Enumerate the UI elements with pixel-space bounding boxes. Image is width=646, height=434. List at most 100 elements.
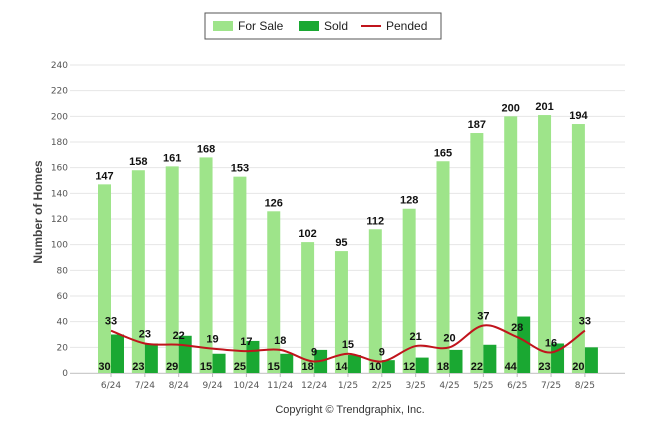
pended-value-label: 28 xyxy=(511,322,523,334)
for-sale-value-label: 102 xyxy=(298,228,316,240)
for-sale-bar xyxy=(538,115,552,374)
for-sale-value-label: 161 xyxy=(163,152,181,164)
y-tick-label: 240 xyxy=(51,61,68,71)
x-axis: 6/24 7/24 8/24 9/24 10/24 11/24 12/24 1/25 2/25 3… xyxy=(70,373,625,391)
y-axis-title: Number of Homes xyxy=(31,160,45,264)
for-sale-value-label: 200 xyxy=(502,102,520,114)
y-tick-label: 80 xyxy=(57,266,69,276)
copyright-text: Copyright © Trendgraphix, Inc. xyxy=(275,404,424,416)
sold-value-label: 15 xyxy=(268,361,280,373)
pended-value-label: 9 xyxy=(311,346,317,358)
for-sale-bar xyxy=(368,229,382,373)
sold-bar xyxy=(517,316,531,373)
x-tick-label: 9/24 xyxy=(202,381,222,391)
for-sale-bar xyxy=(402,208,416,373)
legend: For Sale Sold Pended xyxy=(204,12,442,40)
pended-value-label: 19 xyxy=(206,334,218,346)
x-tick-label: 3/25 xyxy=(406,381,426,391)
for-sale-bar xyxy=(334,251,348,373)
pended-value-label: 20 xyxy=(443,332,455,344)
x-tick-label: 10/24 xyxy=(233,381,259,391)
pended-value-label: 37 xyxy=(477,311,489,323)
for-sale-bar xyxy=(301,242,315,373)
pended-value-label: 23 xyxy=(139,328,151,340)
sold-value-label: 10 xyxy=(369,361,381,373)
x-tick-label: 7/25 xyxy=(541,381,561,391)
legend-swatch xyxy=(299,21,319,31)
sold-bar xyxy=(212,353,226,373)
for-sale-value-label: 194 xyxy=(569,110,588,122)
y-tick-label: 0 xyxy=(62,369,68,379)
for-sale-value-label: 95 xyxy=(335,237,347,249)
y-tick-label: 100 xyxy=(51,241,68,251)
sold-value-label: 30 xyxy=(98,361,110,373)
sold-value-label: 23 xyxy=(538,361,550,373)
legend-label: Pended xyxy=(386,19,427,33)
sold-bar xyxy=(144,343,158,373)
pended-line xyxy=(110,324,586,363)
sold-bar xyxy=(347,355,361,373)
x-tick-label: 11/24 xyxy=(267,381,293,391)
sold-bar xyxy=(246,340,260,373)
sold-bar xyxy=(415,357,429,373)
for-sale-value-label: 126 xyxy=(265,197,283,209)
x-tick-label: 5/25 xyxy=(473,381,493,391)
pended-value-label: 16 xyxy=(545,337,557,349)
pended-value-label: 17 xyxy=(240,336,252,348)
legend-box xyxy=(204,12,442,40)
sold-value-label: 23 xyxy=(132,361,144,373)
sold-value-label: 18 xyxy=(437,361,449,373)
for-sale-bar xyxy=(267,211,281,373)
pended-value-label: 33 xyxy=(579,316,591,328)
x-tick-label: 4/25 xyxy=(439,381,459,391)
legend-swatch xyxy=(213,21,233,31)
for-sale-bar xyxy=(165,166,179,373)
y-tick-label: 220 xyxy=(51,87,68,97)
bars xyxy=(98,115,598,374)
for-sale-value-label: 153 xyxy=(231,163,249,175)
sold-value-label: 25 xyxy=(234,361,246,373)
for-sale-value-label: 147 xyxy=(95,170,113,182)
for-sale-value-label: 165 xyxy=(434,147,452,159)
for-sale-bar xyxy=(436,161,450,373)
x-tick-label: 6/25 xyxy=(507,381,527,391)
sold-value-label: 14 xyxy=(335,361,348,373)
y-tick-label: 20 xyxy=(57,343,69,353)
x-tick-label: 8/24 xyxy=(169,381,189,391)
x-tick-label: 2/25 xyxy=(372,381,392,391)
sold-value-label: 29 xyxy=(166,361,178,373)
y-tick-label: 60 xyxy=(57,292,69,302)
for-sale-bar xyxy=(571,124,585,374)
sold-value-label: 20 xyxy=(572,361,584,373)
legend-label: For Sale xyxy=(238,19,284,33)
for-sale-bar xyxy=(98,184,111,373)
pended-value-label: 33 xyxy=(105,316,117,328)
x-tick-label: 1/25 xyxy=(338,381,358,391)
data-labels: 1473033158232316129221681519153251712615… xyxy=(95,101,591,373)
y-tick-label: 40 xyxy=(57,318,69,328)
x-tick-label: 6/24 xyxy=(101,381,121,391)
pended-value-label: 21 xyxy=(410,331,422,343)
sold-bar xyxy=(483,344,497,373)
for-sale-bar xyxy=(504,116,518,373)
sold-bar xyxy=(280,353,294,373)
for-sale-value-label: 168 xyxy=(197,143,215,155)
sold-value-label: 22 xyxy=(471,361,483,373)
pended-value-label: 9 xyxy=(379,346,385,358)
for-sale-value-label: 187 xyxy=(468,119,486,131)
for-sale-bar xyxy=(131,170,145,373)
pended-line-group xyxy=(110,324,586,363)
y-axis: 0 20 40 60 80 100 120 140 160 180 200 220 240 xyxy=(51,61,68,379)
for-sale-bar xyxy=(199,157,213,373)
legend-label: Sold xyxy=(324,19,348,33)
for-sale-bar xyxy=(233,176,247,373)
sold-bar xyxy=(381,360,395,373)
y-tick-label: 140 xyxy=(51,189,68,199)
for-sale-value-label: 128 xyxy=(400,195,418,207)
sold-bar xyxy=(111,334,124,373)
for-sale-value-label: 201 xyxy=(535,101,553,113)
sold-value-label: 44 xyxy=(505,361,518,373)
for-sale-value-label: 158 xyxy=(129,156,147,168)
sold-value-label: 12 xyxy=(403,361,415,373)
